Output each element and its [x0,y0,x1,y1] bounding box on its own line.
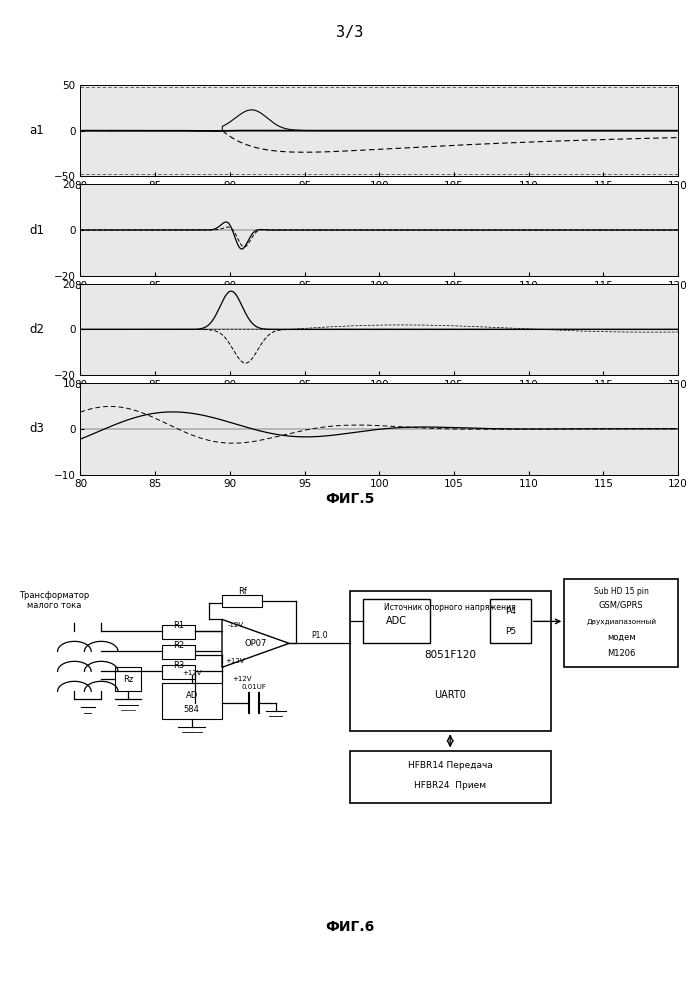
Text: P5: P5 [505,626,516,636]
Text: 3/3: 3/3 [336,25,363,40]
Text: ФИГ.5: ФИГ.5 [325,492,374,505]
Text: 8051F120: 8051F120 [424,650,476,660]
Bar [564,579,678,667]
Text: M1206: M1206 [607,648,635,658]
Text: UART0: UART0 [434,690,466,700]
Text: GSM/GPRS: GSM/GPRS [599,600,644,610]
Text: Двухдиапазонный: Двухдиапазонный [586,618,656,624]
Bar [363,599,430,643]
Bar [350,751,551,803]
Y-axis label: a1: a1 [29,124,44,137]
Bar [161,683,222,719]
Text: R1: R1 [173,620,184,630]
Text: ФИГ.6: ФИГ.6 [325,920,374,934]
Text: +12V: +12V [232,676,252,682]
Text: +12V: +12V [182,670,201,676]
Bar [115,667,141,691]
Text: OP07: OP07 [245,638,267,648]
Text: малого тока: малого тока [27,600,81,610]
Text: R3: R3 [173,660,184,670]
Text: Sub HD 15 pin: Sub HD 15 pin [594,586,649,596]
Bar [222,595,262,607]
Polygon shape [222,619,289,667]
Bar [350,591,551,731]
Text: +12V: +12V [226,658,245,664]
Text: P1.0: P1.0 [311,630,328,640]
Text: Rz: Rz [123,674,134,684]
Bar [491,599,531,643]
Y-axis label: d2: d2 [29,323,45,336]
Text: 584: 584 [184,704,200,714]
Text: HFBR14 Передача: HFBR14 Передача [408,760,493,770]
Bar [161,644,195,658]
Text: модем: модем [607,632,635,642]
Text: HFBR24  Прием: HFBR24 Прием [414,780,487,790]
Bar [161,624,195,638]
Text: Трансформатор: Трансформатор [19,590,89,600]
Text: AD: AD [186,690,198,700]
Y-axis label: d3: d3 [29,423,45,436]
Text: Источник опорного напряжения: Источник опорного напряжения [384,602,516,612]
Text: P4: P4 [505,606,516,616]
Bar [161,664,195,678]
Text: ADC: ADC [386,616,407,626]
Text: R2: R2 [173,640,184,650]
Text: 0.01UF: 0.01UF [242,684,266,690]
Y-axis label: d1: d1 [29,224,45,237]
Text: Rf: Rf [238,586,247,596]
Text: -12V: -12V [227,622,243,628]
